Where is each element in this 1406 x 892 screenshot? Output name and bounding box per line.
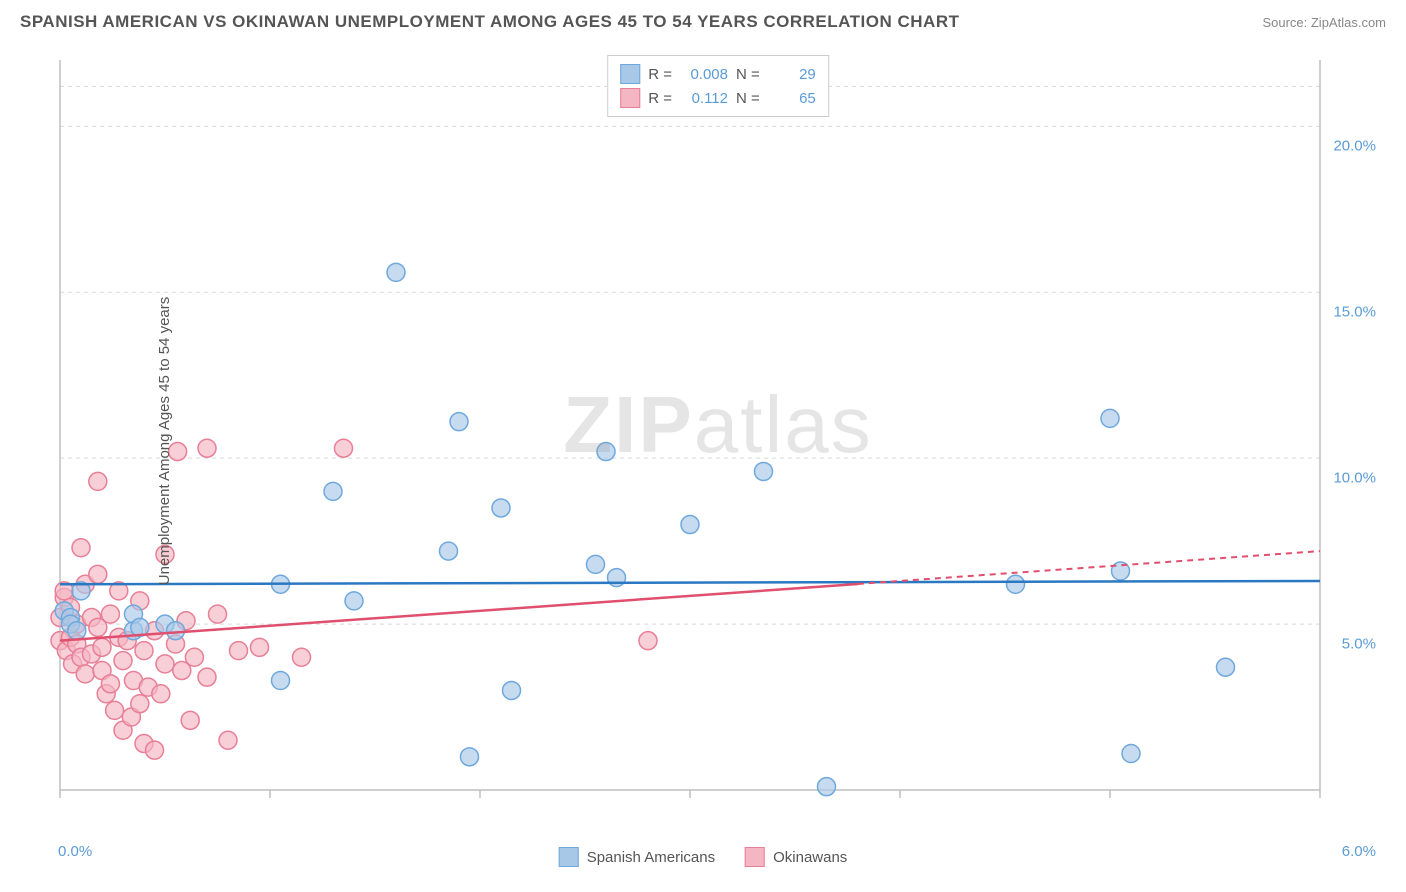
scatter-chart [50,50,1360,820]
swatch-series-1 [559,847,579,867]
source-label: Source: ZipAtlas.com [1262,15,1386,30]
swatch-series-2 [620,88,640,108]
chart-container: Unemployment Among Ages 45 to 54 years Z… [50,50,1386,832]
stats-legend: R = 0.008 N = 29 R = 0.112 N = 65 [607,55,829,117]
y-tick-label: 15.0% [1333,304,1376,321]
swatch-series-1 [620,64,640,84]
y-tick-label: 20.0% [1333,138,1376,155]
legend-item-1: Spanish Americans [559,847,715,867]
x-axis-max: 6.0% [1342,843,1376,860]
stats-row-1: R = 0.008 N = 29 [620,62,816,86]
stats-row-2: R = 0.112 N = 65 [620,86,816,110]
chart-title: SPANISH AMERICAN VS OKINAWAN UNEMPLOYMEN… [20,12,960,32]
series-legend: Spanish Americans Okinawans [559,847,848,867]
legend-item-2: Okinawans [745,847,847,867]
y-tick-label: 5.0% [1342,636,1376,653]
swatch-series-2 [745,847,765,867]
y-tick-label: 10.0% [1333,470,1376,487]
x-axis-min: 0.0% [58,843,92,860]
y-axis-label: Unemployment Among Ages 45 to 54 years [156,297,173,586]
